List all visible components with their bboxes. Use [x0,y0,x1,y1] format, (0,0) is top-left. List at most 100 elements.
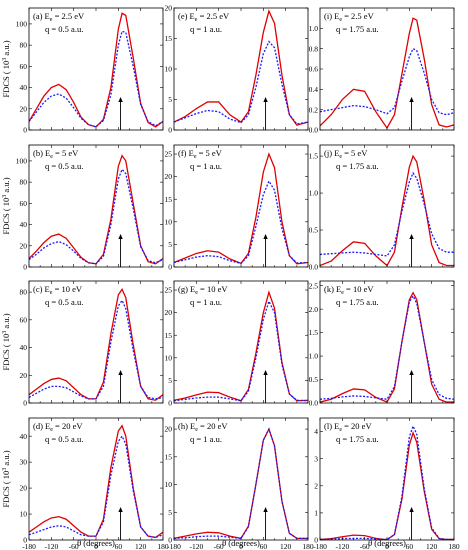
y-tick-label: 0 [168,126,172,135]
y-tick-label: 40 [20,343,28,352]
y-tick-label: 0 [168,399,172,408]
y-tick-label: 40 [20,83,28,92]
x-tick-label: -120 [335,542,349,550]
panel-label: (b) Ee = 5 eV [33,148,79,160]
arrowhead-icon [118,234,122,239]
panel-label: (e) Ee = 2.5 eV [178,11,230,23]
panel-label-energy: = 10 eV [344,284,374,294]
y-axis-title: FDCS ( 103 a.u.) [1,177,11,234]
x-tick-label: 120 [135,542,147,550]
panel-q-label: q = 0.5 a.u. [45,297,83,307]
y-tick-label: 2.0 [309,305,319,314]
y-tick-label: 80 [20,288,28,297]
panel-i: 0.00.20.40.60.81.0(i) Ee = 2.5 eVq = 1.7… [309,8,454,135]
y-tick-label: 1.0 [309,24,319,33]
panel-label-prefix: (c) E [33,284,50,294]
panel-q-label: q = 0.5 a.u. [45,434,83,444]
model-curve [174,429,308,538]
panel-label: (l) Ee = 20 eV [324,421,372,433]
panel-a: 020406080100(a) Ee = 2.5 eVq = 0.5 a.u. [16,8,163,135]
y-tick-label: 10 [165,480,173,489]
y-tick-label: 1.5 [309,328,319,337]
y-tick-label: 100 [16,20,28,29]
model-curve [29,436,163,537]
arrowhead-icon [263,234,267,239]
x-tick-label: 60 [260,542,268,550]
panel-label: (h) Ee = 20 eV [178,421,228,433]
y-axis-title: FDCS ( 103 a.u.) [1,40,11,97]
y-tick-label: 20 [165,172,173,181]
panel-label-prefix: (g) E [178,284,195,294]
y-tick-label: 0.4 [309,85,319,94]
y-tick-label: 20 [165,308,173,317]
panel-q-label: q = 0.5 a.u. [45,161,83,171]
arrowhead-icon [118,370,122,375]
panel-k: 0.00.51.01.52.02.5 (k) Ee = 10 eVq = 1.75… [309,281,454,408]
x-axis-title: θ (degrees) [368,538,406,548]
y-axis-title-base: FDCS ( 10 [1,334,11,371]
panel-label: (j) Ee = 5 eV [324,148,368,160]
panel-label-energy: = 5 eV [342,148,368,158]
y-tick-label: 5 [168,376,172,385]
panel-label-energy: = 2.5 eV [342,11,375,21]
panel-label-prefix: (e) E [178,11,195,21]
y-tick-label: 0 [168,536,172,545]
y-tick-label: 0.5 [309,226,319,235]
model-curve [29,300,163,398]
panel-q-label: q = 1.75 a.u. [336,24,379,34]
panel-label-energy: = 2.5 eV [52,11,85,21]
y-tick-label: 0.0 [309,399,319,408]
arrowhead-icon [263,507,267,512]
panel-q-label: q = 1 a.u. [190,24,222,34]
panel-label: (a) Ee = 2.5 eV [33,11,85,23]
arrowhead-icon [409,97,413,102]
y-tick-label: 0.5 [309,375,319,384]
y-tick-label: 10 [165,353,173,362]
panel-label-energy: = 10 eV [52,284,82,294]
y-tick-label: 15 [165,452,173,461]
y-tick-label: 10 [165,65,173,74]
arrowhead-icon [409,370,413,375]
theory-curve [174,292,308,400]
y-axis-title: FDCS ( 103 a.u.) [1,450,11,507]
y-tick-label: 60 [20,199,28,208]
y-tick-label: 30 [20,458,28,467]
y-tick-label: 0.8 [309,44,319,53]
panel-label-prefix: (i) E [324,11,339,21]
panel-q-label: q = 1 a.u. [190,297,222,307]
panel-q-label: q = 0.5 a.u. [45,24,83,34]
y-tick-label: 4 [314,427,318,436]
theory-curve [320,433,454,540]
y-tick-label: 20 [165,4,173,13]
model-curve [320,49,454,115]
y-axis-title-base: FDCS ( 10 [1,471,11,508]
model-curve [320,173,454,256]
panel-label: (i) Ee = 2.5 eV [324,11,375,23]
y-axis-title-suffix: a.u.) [1,313,11,330]
y-tick-label: 20 [20,371,28,380]
theory-curve [320,156,454,265]
y-tick-label: 5 [168,508,172,517]
panel-label-energy: = 5 eV [53,148,79,158]
y-tick-label: 15 [165,34,173,43]
arrowhead-icon [118,97,122,102]
panel-label: (g) Ee = 10 eV [178,284,228,296]
theory-curve [174,429,308,538]
panel-label-prefix: (b) E [33,148,50,158]
panel-label-prefix: (a) E [33,11,50,21]
y-tick-label: 0 [168,263,172,272]
y-tick-label: 0 [314,536,318,545]
model-curve [29,169,163,263]
y-tick-label: 20 [165,425,173,434]
y-tick-label: 0 [23,126,27,135]
panel-label-prefix: (l) E [324,421,339,431]
panel-q-label: q = 1.75 a.u. [336,434,379,444]
y-axis-title-suffix: a.u.) [1,450,11,467]
panel-label-energy: = 20 eV [342,421,372,431]
y-tick-label: 0 [23,399,27,408]
y-tick-label: 1.0 [309,352,319,361]
y-axis-title: FDCS ( 103 a.u.) [1,313,11,370]
y-tick-label: 40 [20,432,28,441]
